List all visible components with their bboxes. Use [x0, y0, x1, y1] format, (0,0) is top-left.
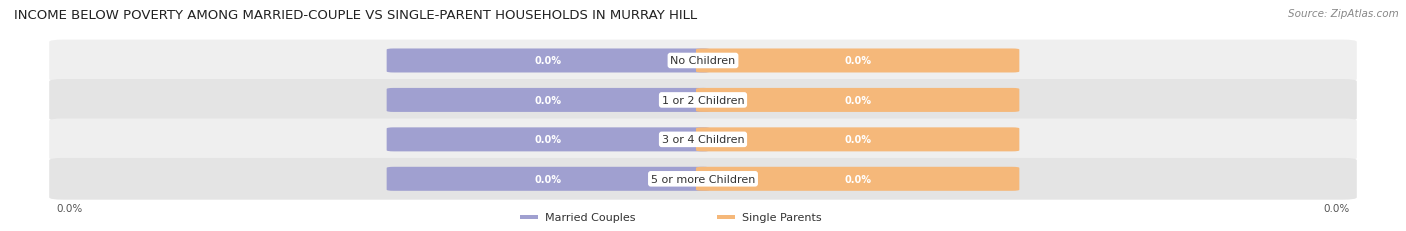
FancyBboxPatch shape: [696, 167, 1019, 191]
FancyBboxPatch shape: [49, 119, 1357, 161]
FancyBboxPatch shape: [696, 88, 1019, 112]
Text: INCOME BELOW POVERTY AMONG MARRIED-COUPLE VS SINGLE-PARENT HOUSEHOLDS IN MURRAY : INCOME BELOW POVERTY AMONG MARRIED-COUPL…: [14, 9, 697, 22]
Text: 0.0%: 0.0%: [844, 174, 872, 184]
Text: 0.0%: 0.0%: [844, 135, 872, 145]
FancyBboxPatch shape: [387, 49, 710, 73]
FancyBboxPatch shape: [696, 128, 1019, 152]
Text: 0.0%: 0.0%: [534, 174, 562, 184]
Text: 0.0%: 0.0%: [534, 56, 562, 66]
Text: 3 or 4 Children: 3 or 4 Children: [662, 135, 744, 145]
Text: 1 or 2 Children: 1 or 2 Children: [662, 95, 744, 106]
FancyBboxPatch shape: [696, 49, 1019, 73]
Text: No Children: No Children: [671, 56, 735, 66]
Text: 0.0%: 0.0%: [534, 135, 562, 145]
Text: 0.0%: 0.0%: [1323, 203, 1350, 213]
Text: Married Couples: Married Couples: [546, 212, 636, 222]
FancyBboxPatch shape: [387, 128, 710, 152]
FancyBboxPatch shape: [49, 80, 1357, 121]
FancyBboxPatch shape: [49, 158, 1357, 200]
FancyBboxPatch shape: [387, 88, 710, 112]
Text: 0.0%: 0.0%: [534, 95, 562, 106]
FancyBboxPatch shape: [49, 40, 1357, 82]
Text: Single Parents: Single Parents: [742, 212, 821, 222]
Text: 0.0%: 0.0%: [844, 56, 872, 66]
Text: Source: ZipAtlas.com: Source: ZipAtlas.com: [1288, 9, 1399, 19]
Text: 0.0%: 0.0%: [844, 95, 872, 106]
FancyBboxPatch shape: [717, 215, 735, 219]
FancyBboxPatch shape: [520, 215, 538, 219]
Text: 5 or more Children: 5 or more Children: [651, 174, 755, 184]
FancyBboxPatch shape: [387, 167, 710, 191]
Text: 0.0%: 0.0%: [56, 203, 83, 213]
